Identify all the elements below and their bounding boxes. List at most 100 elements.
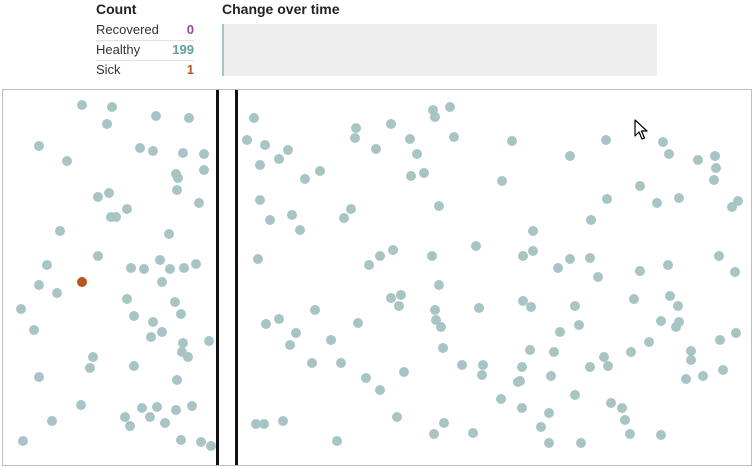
healthy-person-dot [392, 412, 402, 422]
healthy-person-dot [528, 246, 538, 256]
healthy-person-dot [265, 215, 275, 225]
healthy-person-dot [194, 198, 204, 208]
healthy-person-dot [585, 253, 595, 263]
healthy-person-dot [122, 294, 132, 304]
healthy-person-dot [120, 412, 130, 422]
healthy-person-dot [731, 328, 741, 338]
healthy-person-dot [191, 259, 201, 269]
healthy-person-dot [291, 328, 301, 338]
healthy-person-dot [146, 332, 156, 342]
healthy-person-dot [295, 225, 305, 235]
healthy-person-dot [681, 374, 691, 384]
healthy-person-dot [430, 305, 440, 315]
healthy-person-dot [332, 436, 342, 446]
healthy-person-dot [93, 251, 103, 261]
healthy-person-dot [674, 193, 684, 203]
healthy-person-dot [152, 402, 162, 412]
healthy-person-dot [434, 280, 444, 290]
healthy-person-dot [88, 352, 98, 362]
count-value-healthy: 199 [172, 42, 194, 57]
healthy-person-dot [278, 416, 288, 426]
healthy-person-dot [644, 337, 654, 347]
healthy-person-dot [77, 100, 87, 110]
count-value-sick: 1 [186, 62, 194, 77]
healthy-person-dot [107, 102, 117, 112]
healthy-person-dot [635, 181, 645, 191]
healthy-person-dot [429, 429, 439, 439]
healthy-person-dot [55, 226, 65, 236]
healthy-person-dot [549, 347, 559, 357]
healthy-person-dot [62, 156, 72, 166]
healthy-person-dot [427, 251, 437, 261]
healthy-person-dot [428, 105, 438, 115]
healthy-person-dot [375, 385, 385, 395]
healthy-person-dot [179, 263, 189, 273]
healthy-person-dot [310, 305, 320, 315]
healthy-person-dot [386, 119, 396, 129]
healthy-person-dot [249, 113, 259, 123]
healthy-person-dot [730, 267, 740, 277]
healthy-person-dot [656, 430, 666, 440]
healthy-person-dot [635, 266, 645, 276]
healthy-person-dot [471, 241, 481, 251]
healthy-person-dot [157, 327, 167, 337]
healthy-person-dot [396, 290, 406, 300]
wall-right [235, 90, 238, 465]
healthy-person-dot [283, 145, 293, 155]
healthy-person-dot [274, 314, 284, 324]
healthy-person-dot [625, 429, 635, 439]
sick-person-dot [77, 277, 87, 287]
healthy-person-dot [171, 405, 181, 415]
count-row-recovered: Recovered 0 [96, 21, 194, 41]
healthy-person-dot [187, 401, 197, 411]
healthy-person-dot [430, 112, 440, 122]
healthy-person-dot [172, 375, 182, 385]
healthy-person-dot [339, 213, 349, 223]
healthy-person-dot [617, 403, 627, 413]
healthy-person-dot [85, 363, 95, 373]
healthy-person-dot [122, 204, 132, 214]
healthy-person-dot [478, 360, 488, 370]
healthy-person-dot [137, 403, 147, 413]
healthy-person-dot [673, 301, 683, 311]
healthy-person-dot [196, 437, 206, 447]
healthy-person-dot [361, 373, 371, 383]
healthy-person-dot [515, 376, 525, 386]
healthy-person-dot [436, 322, 446, 332]
healthy-person-dot [710, 151, 720, 161]
healthy-person-dot [242, 135, 252, 145]
healthy-person-dot [546, 371, 556, 381]
healthy-person-dot [47, 416, 57, 426]
healthy-person-dot [34, 141, 44, 151]
healthy-person-dot [711, 163, 721, 173]
count-heading: Count [96, 1, 137, 17]
healthy-person-dot [253, 254, 263, 264]
healthy-person-dot [449, 132, 459, 142]
simulation-area[interactable] [2, 89, 752, 466]
change-over-time-chart [222, 24, 657, 76]
healthy-person-dot [434, 201, 444, 211]
healthy-person-dot [177, 347, 187, 357]
healthy-person-dot [457, 360, 467, 370]
healthy-person-dot [184, 113, 194, 123]
healthy-person-dot [145, 412, 155, 422]
change-over-time-panel: Change over time [222, 2, 657, 76]
healthy-person-dot [93, 192, 103, 202]
count-row-sick: Sick 1 [96, 61, 194, 80]
healthy-person-dot [674, 317, 684, 327]
healthy-person-dot [419, 168, 429, 178]
healthy-person-dot [126, 263, 136, 273]
healthy-person-dot [76, 400, 86, 410]
healthy-person-dot [438, 343, 448, 353]
healthy-person-dot [671, 322, 681, 332]
healthy-person-dot [665, 291, 675, 301]
healthy-person-dot [507, 136, 517, 146]
healthy-person-dot [364, 260, 374, 270]
healthy-person-dot [34, 280, 44, 290]
healthy-person-dot [544, 408, 554, 418]
healthy-person-dot [468, 428, 478, 438]
healthy-person-dot [536, 422, 546, 432]
healthy-person-dot [553, 263, 563, 273]
healthy-person-dot [576, 438, 586, 448]
change-over-time-heading: Change over time [222, 1, 340, 17]
